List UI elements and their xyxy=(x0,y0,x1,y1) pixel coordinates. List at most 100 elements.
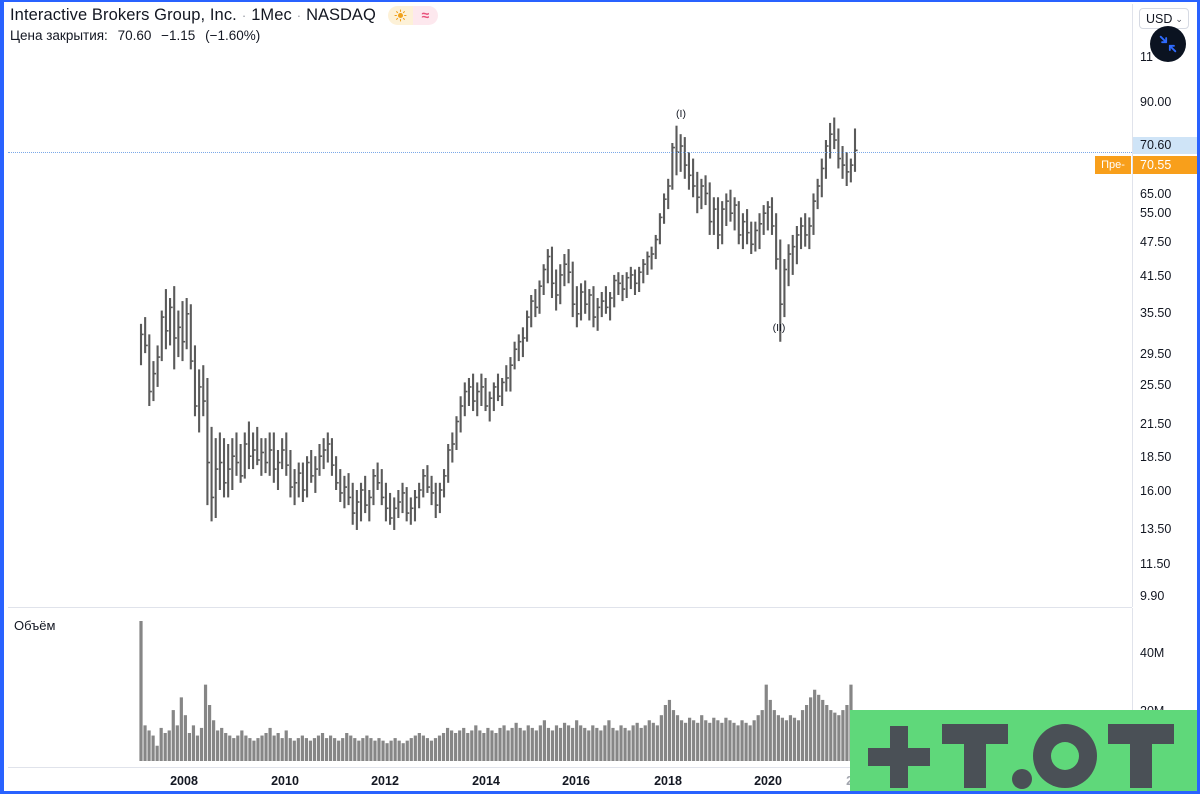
volume-bar xyxy=(252,740,256,761)
price-axis-tick: 41.50 xyxy=(1140,269,1172,283)
volume-bar xyxy=(780,717,784,761)
volume-bar xyxy=(171,710,175,761)
volume-bar xyxy=(220,727,224,761)
volume-bar xyxy=(397,740,401,761)
volume-bar xyxy=(304,738,308,761)
chart-legend: Interactive Brokers Group, Inc. · 1Мес ·… xyxy=(10,4,710,43)
volume-bar xyxy=(272,735,276,761)
volume-bar xyxy=(651,722,655,761)
collapse-arrows-button[interactable] xyxy=(1150,26,1186,62)
volume-bar xyxy=(768,699,772,761)
volume-title: Объём xyxy=(14,618,56,633)
volume-bar xyxy=(619,725,623,761)
price-axis-tick: 55.00 xyxy=(1140,206,1172,220)
legend-separator-2: · xyxy=(296,7,302,23)
volume-bar xyxy=(788,715,793,761)
volume-bar xyxy=(494,733,498,761)
volume-bar xyxy=(341,738,345,761)
volume-bar xyxy=(607,720,611,761)
volume-bar xyxy=(740,720,744,761)
volume-bar xyxy=(417,733,421,761)
volume-bar xyxy=(510,727,514,761)
volume-bar xyxy=(764,684,768,761)
volume-bar xyxy=(207,705,212,761)
volume-bar xyxy=(212,720,216,761)
volume-bar xyxy=(256,738,260,761)
volume-bar xyxy=(179,697,183,761)
pane-separator[interactable] xyxy=(8,607,1132,608)
volume-bar xyxy=(603,725,607,761)
volume-bar xyxy=(474,725,478,761)
volume-bar xyxy=(224,733,228,761)
chevron-down-icon: ⌄ xyxy=(1175,13,1183,24)
volume-bar xyxy=(316,735,321,761)
volume-bar xyxy=(167,730,171,761)
exchange-name[interactable]: NASDAQ xyxy=(306,5,376,24)
quote-change: −1.15 xyxy=(161,28,196,43)
volume-bar xyxy=(139,621,143,761)
volume-bar xyxy=(183,715,187,761)
volume-bar xyxy=(490,730,494,761)
volume-bar xyxy=(623,727,627,761)
volume-bar xyxy=(353,738,357,761)
volume-bar xyxy=(688,717,692,761)
volume-pane[interactable]: Объём xyxy=(8,608,1132,767)
volume-bar xyxy=(566,725,571,761)
volume-bar xyxy=(502,725,506,761)
volume-bar xyxy=(345,733,349,761)
volume-bar xyxy=(845,705,849,761)
volume-bar xyxy=(498,727,502,761)
volume-bar-group xyxy=(139,621,857,761)
volume-bar xyxy=(562,722,567,761)
volume-bar xyxy=(736,725,740,761)
volume-bar xyxy=(756,715,760,761)
ohlc-bar-group xyxy=(139,117,858,530)
volume-bar xyxy=(671,710,676,761)
volume-bar xyxy=(482,733,486,761)
symbol-name[interactable]: Interactive Brokers Group, Inc. xyxy=(10,5,237,24)
volume-bar xyxy=(792,717,797,761)
volume-bar xyxy=(292,740,296,761)
volume-bar xyxy=(425,738,430,761)
volume-bar xyxy=(389,740,393,761)
volume-bar xyxy=(381,740,385,761)
volume-bar xyxy=(587,730,591,761)
volume-bar xyxy=(320,733,325,761)
volume-bar xyxy=(244,735,248,761)
volume-bar xyxy=(728,720,732,761)
volume-bar xyxy=(595,727,599,761)
price-axis-tick: 18.50 xyxy=(1140,450,1172,464)
volume-bar xyxy=(147,730,151,761)
volume-bar xyxy=(631,725,635,761)
currency-selector[interactable]: USD ⌄ xyxy=(1139,8,1189,29)
volume-bar xyxy=(720,722,724,761)
volume-bar xyxy=(696,722,700,761)
price-pane[interactable]: (I) (II) xyxy=(8,4,1132,608)
volume-bar xyxy=(409,738,413,761)
volume-bar xyxy=(772,710,776,761)
premarket-tag[interactable]: Пре- xyxy=(1095,156,1131,174)
volume-bar xyxy=(433,738,438,761)
volume-bar xyxy=(716,720,720,761)
price-axis[interactable]: 90.0075.0065.0055.0047.5041.5035.5029.50… xyxy=(1132,4,1197,607)
time-axis-tick: 2016 xyxy=(562,774,590,788)
volume-bar xyxy=(522,730,526,761)
wave-label-2: (II) xyxy=(772,322,786,334)
chart-interval[interactable]: 1Мес xyxy=(251,5,292,24)
premarket-price-badge[interactable]: 70.55 xyxy=(1133,156,1197,174)
volume-bar xyxy=(195,735,200,761)
volume-bar xyxy=(663,705,668,761)
sun-icon[interactable] xyxy=(387,5,413,25)
quote-label: Цена закрытия: xyxy=(10,28,108,43)
wave-icon[interactable]: ≈ xyxy=(412,5,438,25)
volume-bar xyxy=(579,725,583,761)
last-price-badge[interactable]: 70.60 xyxy=(1133,137,1197,154)
volume-bar xyxy=(825,705,829,761)
volume-bar xyxy=(413,735,417,761)
volume-bar xyxy=(659,715,663,761)
time-axis-tick: 2018 xyxy=(654,774,682,788)
volume-bar xyxy=(643,725,647,761)
volume-axis-tick: 40M xyxy=(1140,646,1165,660)
volume-bar xyxy=(748,725,752,761)
